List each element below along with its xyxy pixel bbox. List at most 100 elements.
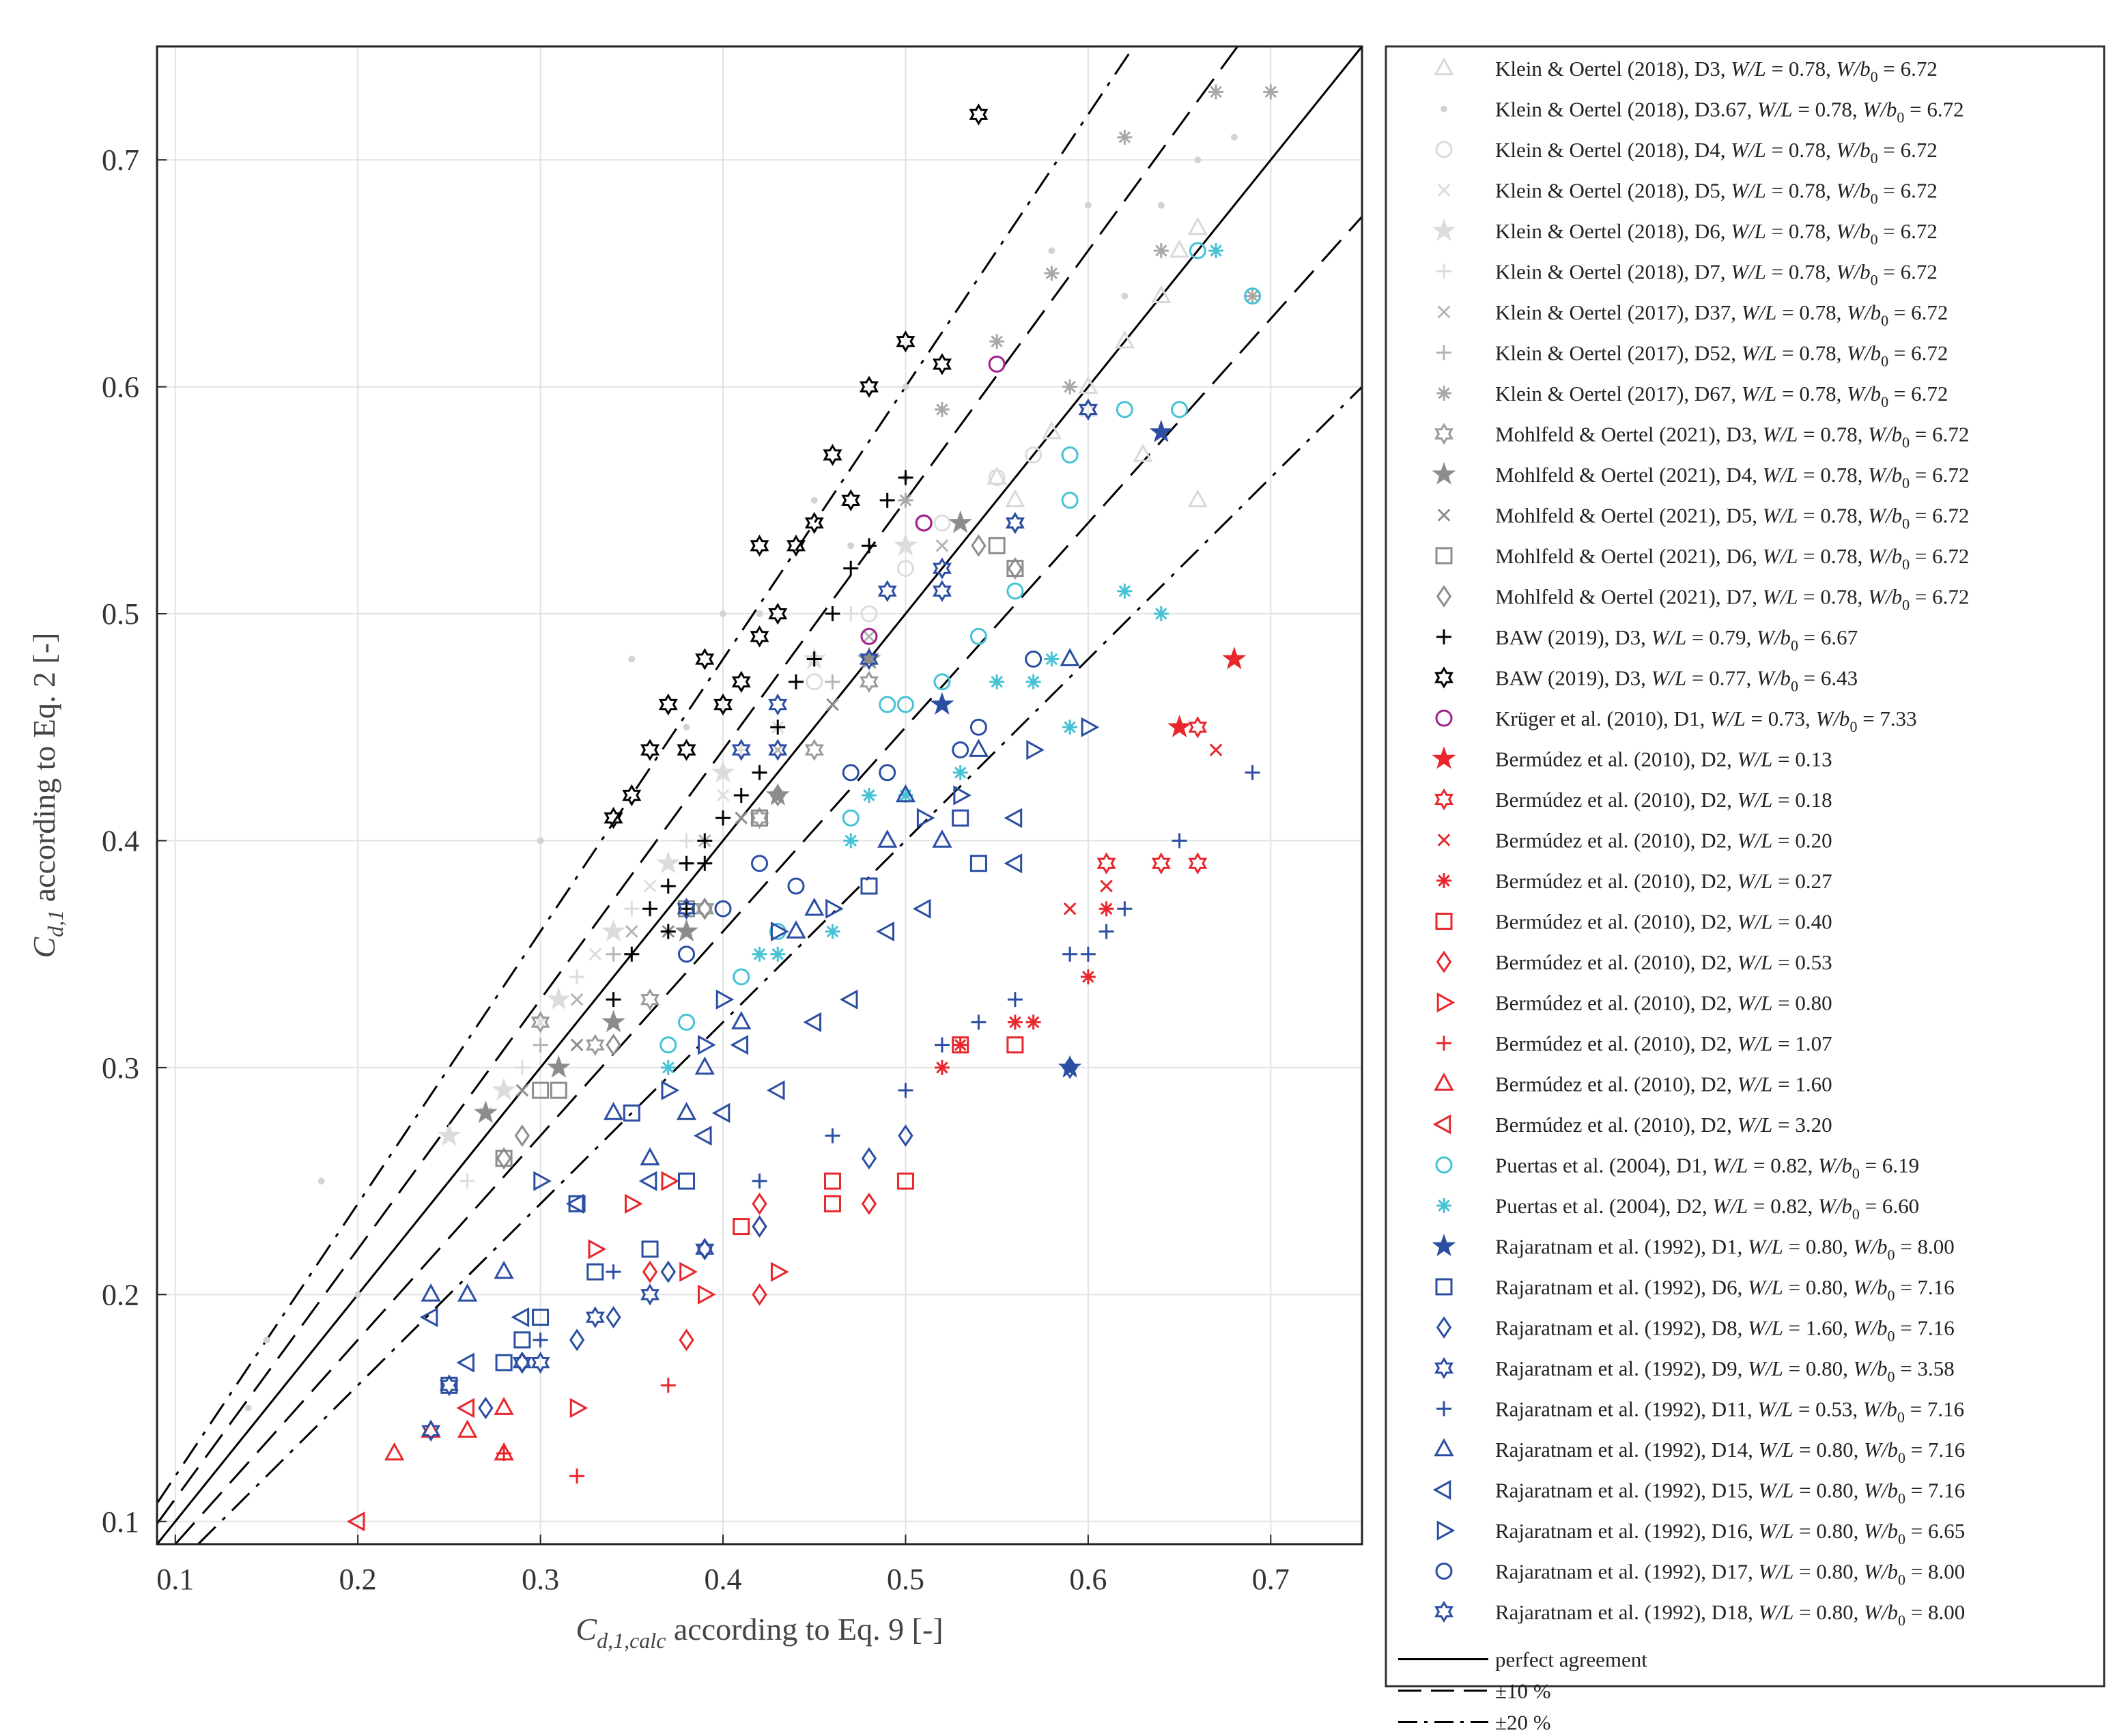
data-point [731, 1011, 752, 1029]
legend-wl-value: = 0.20 [1772, 829, 1832, 853]
legend-label: Rajaratnam et al. (1992), D17, W/L = 0.8… [1495, 1560, 1965, 1589]
data-point [896, 330, 916, 353]
data-point [1194, 156, 1202, 164]
legend-wl-value: = 0.78, [1798, 504, 1868, 528]
legend-label: Rajaratnam et al. (1992), D18, W/L = 0.8… [1495, 1600, 1965, 1629]
legend-wb-value: = 6.72 [1878, 138, 1938, 162]
legend-label: Bermúdez et al. (2010), D2, W/L = 0.40 [1495, 910, 1832, 934]
data-point [642, 1260, 658, 1283]
legend-item: Klein & Oertel (2017), D67, W/L = 0.78, … [1436, 382, 1948, 410]
data-point [894, 533, 918, 556]
data-point [859, 670, 879, 693]
data-point [640, 1283, 660, 1306]
legend-label: Mohlfeld & Oertel (2021), D4, W/L = 0.78… [1495, 463, 1969, 492]
legend-source: Klein & Oertel (2018), D7, [1495, 260, 1731, 284]
data-point [788, 674, 804, 689]
data-point [1133, 444, 1153, 462]
legend-wl-value: = 0.80 [1772, 991, 1832, 1015]
data-point [752, 1283, 767, 1306]
legend-wb-symbol: W/b [1837, 57, 1871, 81]
y-tick-label: 0.3 [102, 1051, 139, 1085]
data-point [733, 1218, 750, 1236]
legend-wb-symbol: W/b [1854, 1235, 1888, 1259]
data-point [825, 898, 844, 919]
data-point [622, 784, 642, 807]
legend-wl-symbol: W/L [1748, 1356, 1783, 1380]
data-point [804, 511, 824, 535]
legend-marker [1436, 629, 1451, 644]
data-point [952, 765, 968, 780]
axis-title-symbol: C [27, 936, 61, 958]
y-tick-label: 0.6 [102, 371, 139, 404]
data-point [642, 901, 658, 917]
data-point [860, 605, 878, 623]
legend-wb-value: = 6.72 [1878, 260, 1938, 284]
data-point [987, 466, 1007, 485]
legend-wl-value: = 0.78, [1793, 98, 1863, 122]
data-point [421, 1283, 441, 1302]
legend-marker [1432, 1234, 1456, 1257]
data-point [494, 1260, 514, 1279]
legend-marker [1435, 1563, 1453, 1580]
data-point [439, 1374, 459, 1397]
legend-wb-value: = 6.43 [1798, 666, 1858, 690]
y-tick-label: 0.2 [102, 1278, 139, 1311]
data-point [1096, 852, 1116, 874]
legend-item: Klein & Oertel (2018), D3.67, W/L = 0.78… [1441, 98, 1964, 126]
legend-source: Bermúdez et al. (2010), D2, [1495, 748, 1738, 771]
legend-marker [1436, 1401, 1451, 1417]
data-point [988, 537, 1006, 554]
legend-label: Mohlfeld & Oertel (2021), D6, W/L = 0.78… [1495, 544, 1969, 573]
data-point [625, 1193, 643, 1214]
axis-ticks: 0.1 0.2 0.3 0.4 0.5 0.6 0.7 0.1 0.2 0.3 0.4 0.5 0.6 0… [102, 143, 1290, 1596]
legend-label: Bermúdez et al. (2010), D2, W/L = 0.80 [1495, 991, 1832, 1015]
legend-label: ±20 % [1495, 1711, 1551, 1735]
legend-wb-subscript: 0 [1902, 474, 1910, 492]
legend-marker [1434, 1072, 1454, 1091]
data-point [930, 692, 954, 715]
data-point [971, 1014, 987, 1030]
legend-label: Bermúdez et al. (2010), D2, W/L = 0.53 [1495, 950, 1832, 974]
data-point [896, 560, 914, 578]
legend-label: Bermúdez et al. (2010), D2, W/L = 1.07 [1495, 1031, 1832, 1055]
legend-wl-value: = 0.82, [1748, 1154, 1818, 1178]
legend-wb-subscript: 0 [1898, 1449, 1905, 1466]
legend-box [1385, 45, 2105, 1688]
legend-label: ±10 % [1495, 1679, 1551, 1703]
series-0 [987, 216, 1208, 508]
legend-item: Klein & Oertel (2018), D4, W/L = 0.78, W… [1435, 138, 1938, 167]
data-point [751, 855, 768, 872]
legend-wl-value: = 3.20 [1772, 1113, 1832, 1137]
series-29 [930, 419, 1174, 1078]
data-point [989, 334, 1005, 350]
data-point [677, 739, 696, 761]
legend-wb-value: = 6.72 [1904, 98, 1963, 122]
data-point [952, 1036, 969, 1054]
legend-wl-value: = 0.53, [1793, 1397, 1863, 1421]
data-point [1081, 717, 1100, 737]
data-point [588, 1239, 607, 1260]
legend-label: perfect agreement [1495, 1648, 1647, 1672]
data-point [842, 809, 860, 827]
data-point [419, 1307, 438, 1328]
legend-marker [1434, 1356, 1453, 1380]
legend-wl-symbol: W/L [1763, 544, 1798, 568]
data-point [1044, 651, 1060, 667]
legend-wb-subscript: 0 [1888, 1368, 1895, 1385]
data-point [1149, 419, 1174, 442]
data-point [697, 833, 713, 849]
data-point [896, 696, 914, 713]
data-point [1058, 1055, 1082, 1078]
plot-frame [156, 45, 1363, 1546]
axis-title-text: according to Eq. 9 [-] [666, 1612, 943, 1647]
legend-wb-value: = 7.16 [1905, 1397, 1964, 1421]
data-point [515, 1083, 529, 1097]
legend-wl-value: = 0.80, [1793, 1600, 1864, 1624]
legend-item-reference: ±20 % [1398, 1711, 1551, 1735]
data-point [826, 698, 839, 711]
legend-label: Klein & Oertel (2018), D3, W/L = 0.78, W… [1495, 57, 1938, 85]
legend-wl-symbol: W/L [1758, 1397, 1793, 1421]
legend-label: Bermúdez et al. (2010), D2, W/L = 3.20 [1495, 1113, 1832, 1137]
data-point [969, 103, 989, 126]
legend-wl-value: = 0.78, [1798, 585, 1868, 609]
